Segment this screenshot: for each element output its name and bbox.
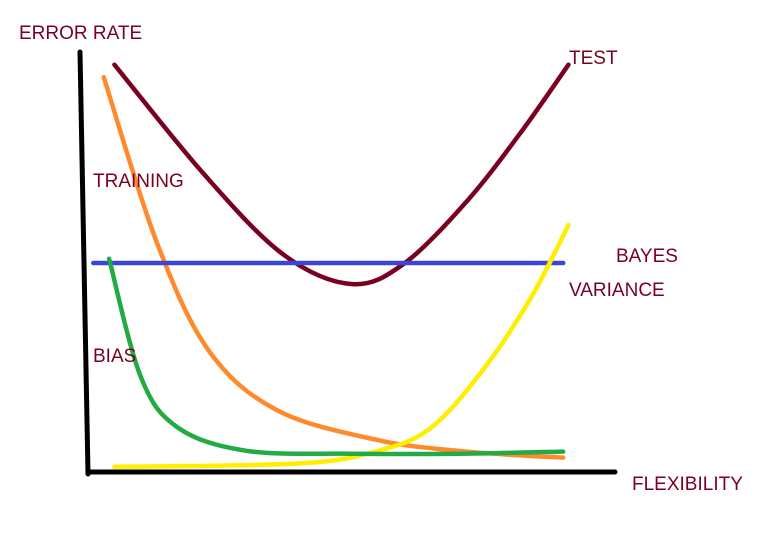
bayes-label: BAYES	[616, 246, 678, 267]
test-label: TEST	[569, 48, 618, 69]
variance-label: VARIANCE	[569, 280, 665, 301]
test-curve	[112, 62, 571, 287]
y-axis-line	[77, 49, 91, 477]
curves	[91, 62, 571, 470]
bias-curve	[106, 256, 566, 457]
bias-label: BIAS	[93, 346, 137, 367]
training-label: TRAINING	[93, 171, 184, 192]
variance-curve	[112, 222, 571, 470]
axes	[77, 49, 618, 477]
y-axis-label: ERROR RATE	[19, 23, 143, 44]
x-axis-label: FLEXIBILITY	[632, 474, 743, 495]
